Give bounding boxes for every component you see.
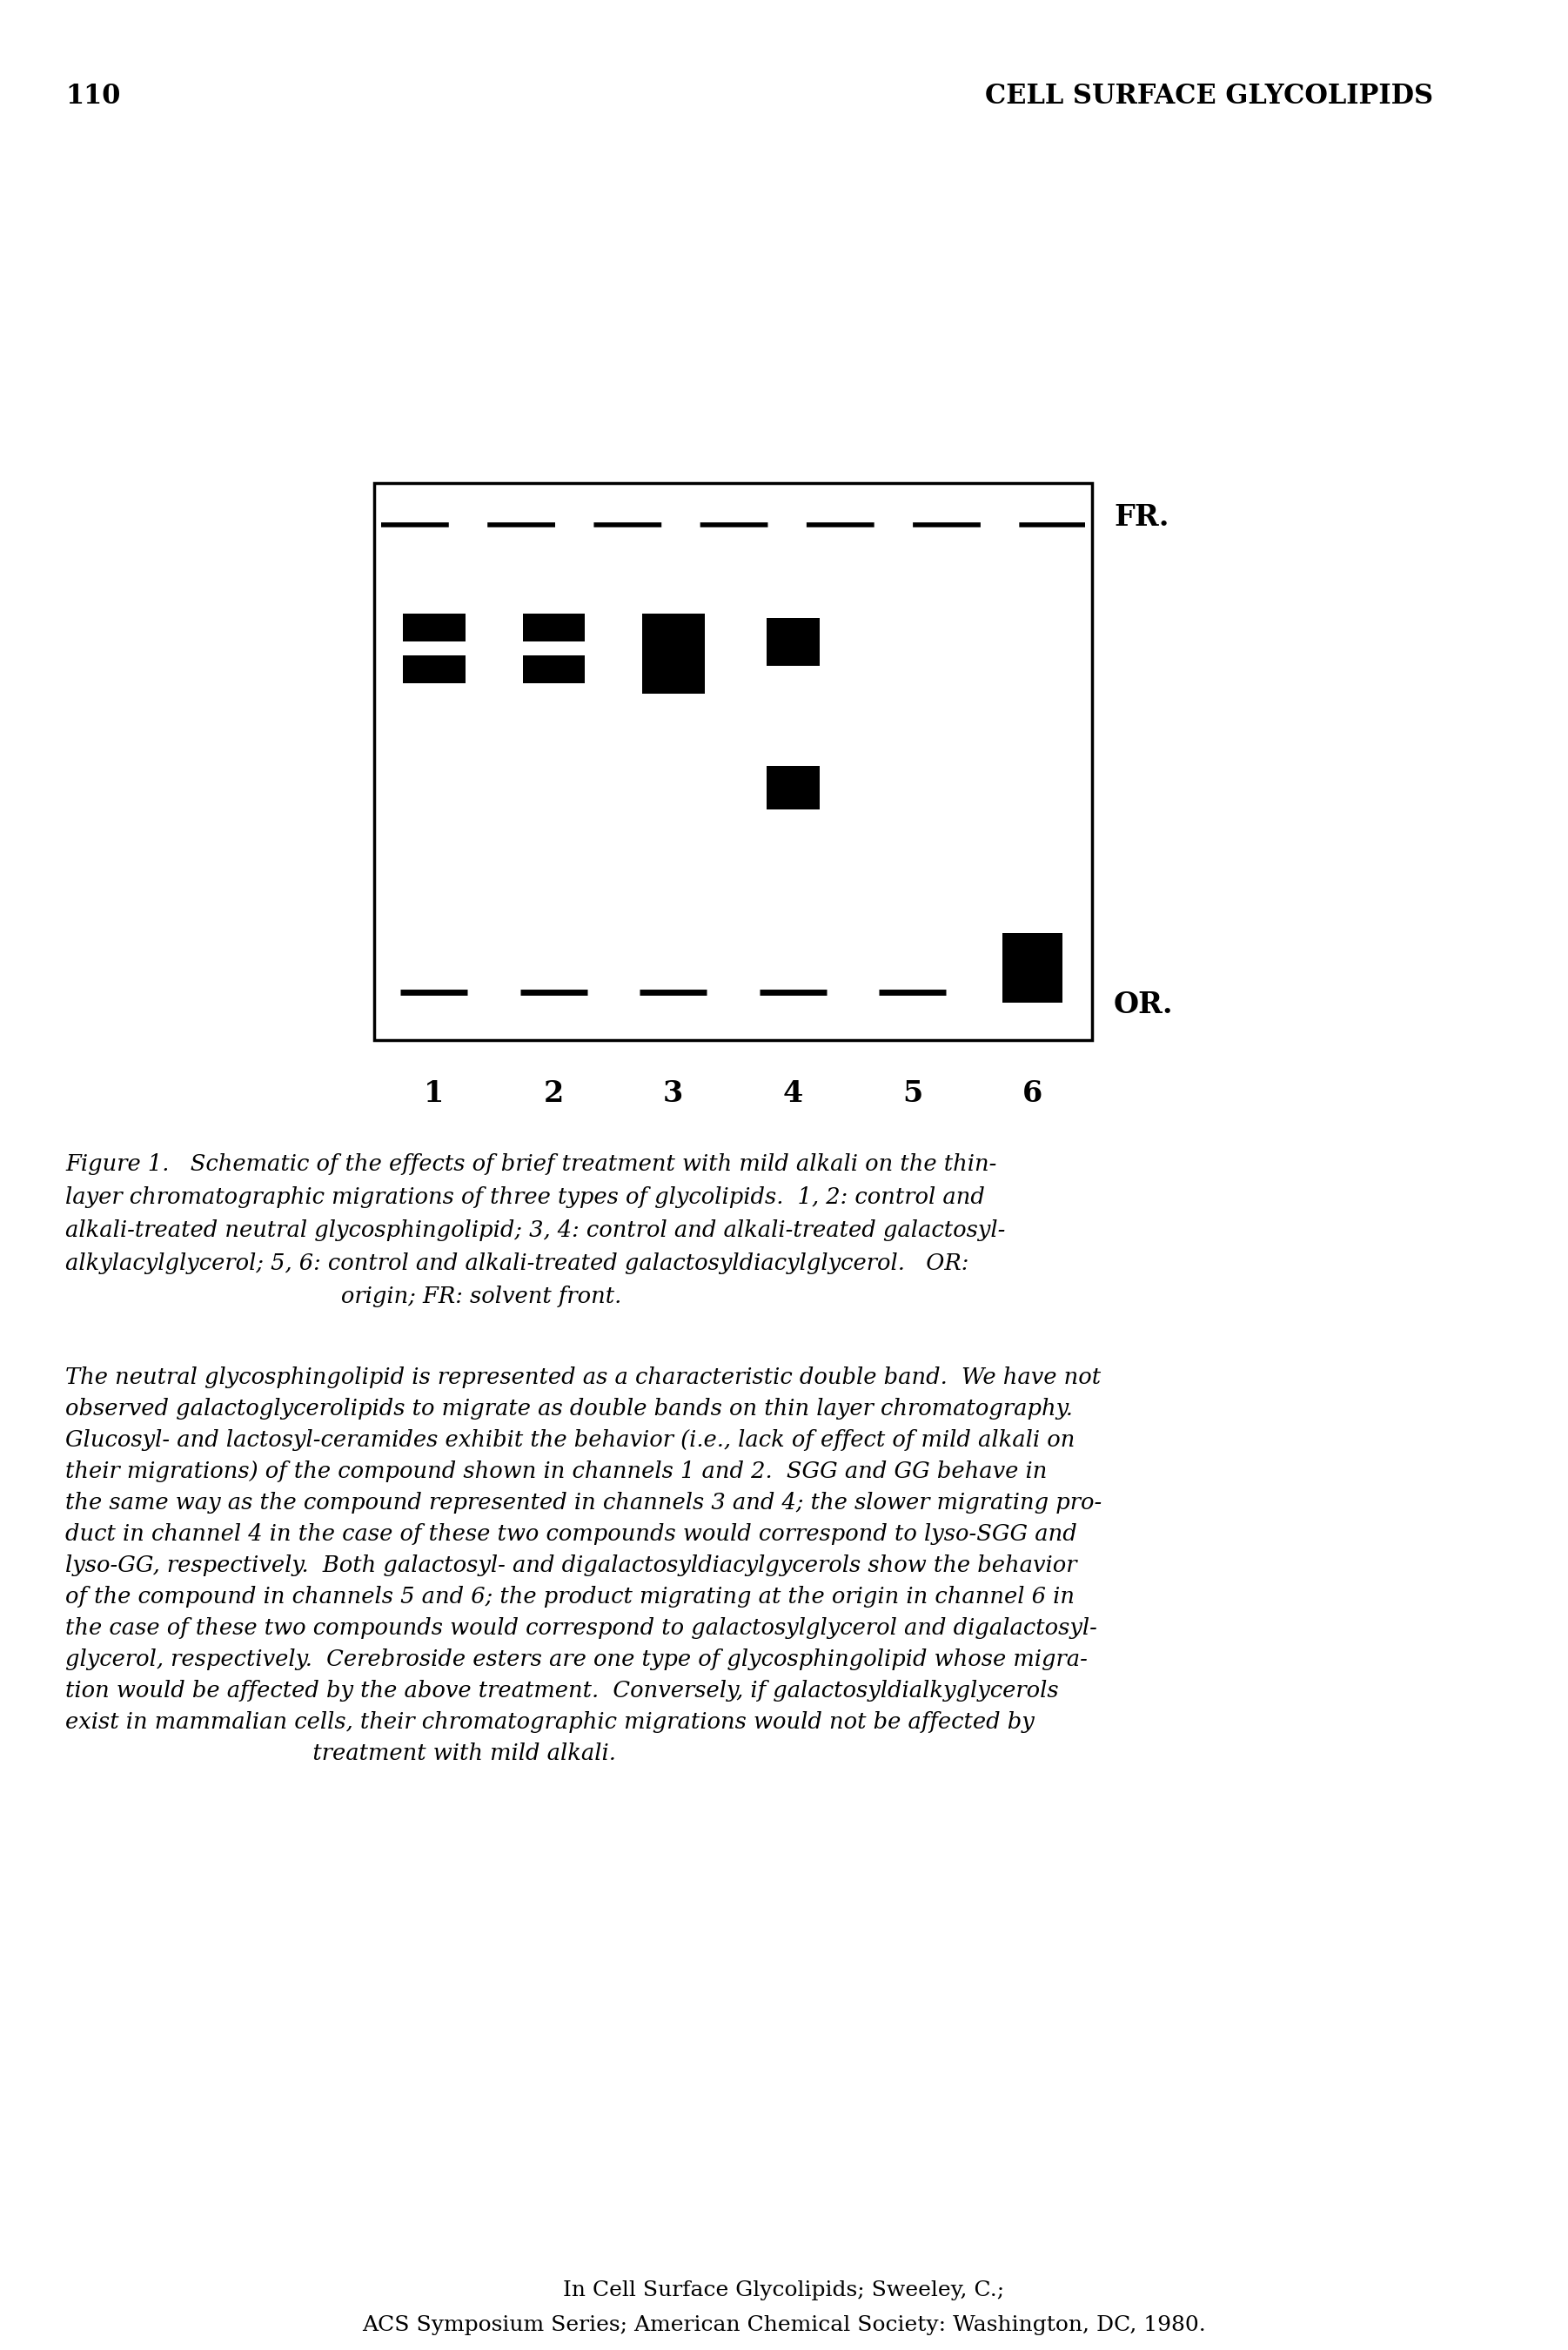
Text: of the compound in channels 5 and 6; the product migrating at the origin in chan: of the compound in channels 5 and 6; the… <box>66 1586 1074 1607</box>
Text: 5: 5 <box>903 1079 922 1107</box>
Bar <box>375 484 1091 1041</box>
Bar <box>522 656 585 684</box>
Bar <box>643 613 704 693</box>
Text: lyso-GG, respectively.  Both galactosyl- and digalactosyldiacylgycerols show the: lyso-GG, respectively. Both galactosyl- … <box>66 1553 1077 1577</box>
Text: Figure 1.   Schematic of the effects of brief treatment with mild alkali on the : Figure 1. Schematic of the effects of br… <box>66 1154 997 1175</box>
Text: 4: 4 <box>782 1079 803 1107</box>
Bar <box>1002 933 1062 1003</box>
Text: alkali-treated neutral glycosphingolipid; 3, 4: control and alkali-treated galac: alkali-treated neutral glycosphingolipid… <box>66 1220 1005 1241</box>
Text: ACS Symposium Series; American Chemical Society: Washington, DC, 1980.: ACS Symposium Series; American Chemical … <box>362 2315 1206 2336</box>
Bar <box>522 613 585 642</box>
Text: observed galactoglycerolipids to migrate as double bands on thin layer chromatog: observed galactoglycerolipids to migrate… <box>66 1398 1073 1419</box>
Text: 110: 110 <box>66 82 121 110</box>
Text: layer chromatographic migrations of three types of glycolipids.  1, 2: control a: layer chromatographic migrations of thre… <box>66 1187 985 1208</box>
Text: treatment with mild alkali.: treatment with mild alkali. <box>66 1741 616 1765</box>
Text: 6: 6 <box>1022 1079 1043 1107</box>
Bar <box>403 613 466 642</box>
Text: tion would be affected by the above treatment.  Conversely, if galactosyldialkyg: tion would be affected by the above trea… <box>66 1680 1058 1701</box>
Text: exist in mammalian cells, their chromatographic migrations would not be affected: exist in mammalian cells, their chromato… <box>66 1711 1035 1732</box>
Bar <box>767 766 818 808</box>
Text: the same way as the compound represented in channels 3 and 4; the slower migrati: the same way as the compound represented… <box>66 1492 1102 1513</box>
Text: Glucosyl- and lactosyl-ceramides exhibit the behavior (i.e., lack of effect of m: Glucosyl- and lactosyl-ceramides exhibit… <box>66 1429 1076 1450</box>
Text: FR.: FR. <box>1113 503 1170 531</box>
Text: In Cell Surface Glycolipids; Sweeley, C.;: In Cell Surface Glycolipids; Sweeley, C.… <box>563 2280 1005 2301</box>
Text: alkylacylglycerol; 5, 6: control and alkali-treated galactosyldiacylglycerol.   : alkylacylglycerol; 5, 6: control and alk… <box>66 1253 969 1274</box>
Text: CELL SURFACE GLYCOLIPIDS: CELL SURFACE GLYCOLIPIDS <box>985 82 1433 110</box>
Text: 1: 1 <box>423 1079 444 1107</box>
Text: their migrations) of the compound shown in channels 1 and 2.  SGG and GG behave : their migrations) of the compound shown … <box>66 1459 1047 1483</box>
Bar <box>403 656 466 684</box>
Text: 3: 3 <box>663 1079 684 1107</box>
Text: the case of these two compounds would correspond to galactosylglycerol and digal: the case of these two compounds would co… <box>66 1617 1098 1638</box>
Text: The neutral glycosphingolipid is represented as a characteristic double band.  W: The neutral glycosphingolipid is represe… <box>66 1365 1101 1389</box>
Text: origin; FR: solvent front.: origin; FR: solvent front. <box>66 1285 621 1307</box>
Text: OR.: OR. <box>1113 992 1173 1020</box>
Text: glycerol, respectively.  Cerebroside esters are one type of glycosphingolipid wh: glycerol, respectively. Cerebroside este… <box>66 1647 1088 1671</box>
Bar <box>767 618 818 665</box>
Text: duct in channel 4 in the case of these two compounds would correspond to lyso-SG: duct in channel 4 in the case of these t… <box>66 1523 1077 1544</box>
Text: 2: 2 <box>544 1079 564 1107</box>
